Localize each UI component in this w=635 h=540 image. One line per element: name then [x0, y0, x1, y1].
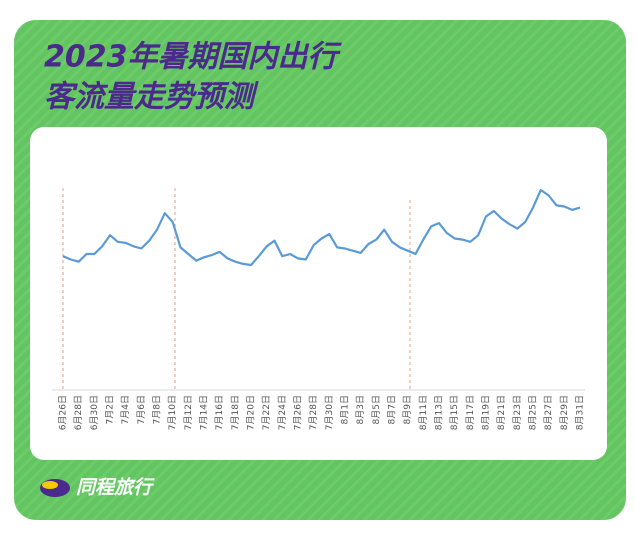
x-tick-label: 7月30日 — [324, 395, 335, 430]
x-tick-label: 8月23日 — [512, 395, 523, 430]
x-tick-label: 8月27日 — [543, 395, 554, 430]
line — [62, 188, 581, 267]
x-tick-label: 8月11日 — [418, 395, 429, 430]
x-tick-label: 6月28日 — [73, 395, 84, 430]
x-tick-label: 8月15日 — [449, 395, 460, 430]
x-tick-label: 8月1日 — [340, 395, 351, 424]
x-tick-label: 7月18日 — [230, 395, 241, 430]
x-tick-label: 7月8日 — [152, 395, 163, 424]
x-tick-label: 7月12日 — [183, 395, 194, 430]
plot-card — [30, 127, 607, 460]
x-tick-label: 8月13日 — [434, 395, 445, 430]
x-tick-label: 8月31日 — [575, 395, 586, 430]
x-tick-label: 8月7日 — [387, 395, 398, 424]
x-tick-label: 7月28日 — [308, 395, 319, 430]
x-tick-label: 6月26日 — [58, 395, 69, 430]
x-tick-label: 8月3日 — [355, 395, 366, 424]
x-tick-label: 7月14日 — [199, 395, 210, 430]
x-tick-label: 7月22日 — [261, 395, 272, 430]
x-tick-label: 8月9日 — [402, 395, 413, 424]
chart-title: 2023年暑期国内出行 — [44, 40, 342, 75]
x-tick-label: 8月5日 — [371, 395, 382, 424]
chart-subtitle: 客流量走势预测 — [44, 80, 259, 115]
logo — [40, 479, 70, 497]
x-tick-label: 8月21日 — [496, 395, 507, 430]
x-tick-label: 6月30日 — [89, 395, 100, 430]
x-tick-label: 7月20日 — [246, 395, 257, 430]
x-tick-label: 7月2日 — [105, 395, 116, 424]
brand: 同程旅行 — [76, 477, 155, 499]
x-tick-label: 7月26日 — [293, 395, 304, 430]
x-tick-label: 8月29日 — [559, 395, 570, 430]
x-tick-label: 7月16日 — [214, 395, 225, 430]
x-tick-label: 8月25日 — [528, 395, 539, 430]
x-tick-label: 8月19日 — [481, 395, 492, 430]
x-tick-label: 8月17日 — [465, 395, 476, 430]
x-tick-label: 7月6日 — [136, 395, 147, 424]
x-tick-label: 7月4日 — [120, 395, 131, 424]
x-tick-label: 7月10日 — [167, 395, 178, 430]
x-tick-label: 7月24日 — [277, 395, 288, 430]
